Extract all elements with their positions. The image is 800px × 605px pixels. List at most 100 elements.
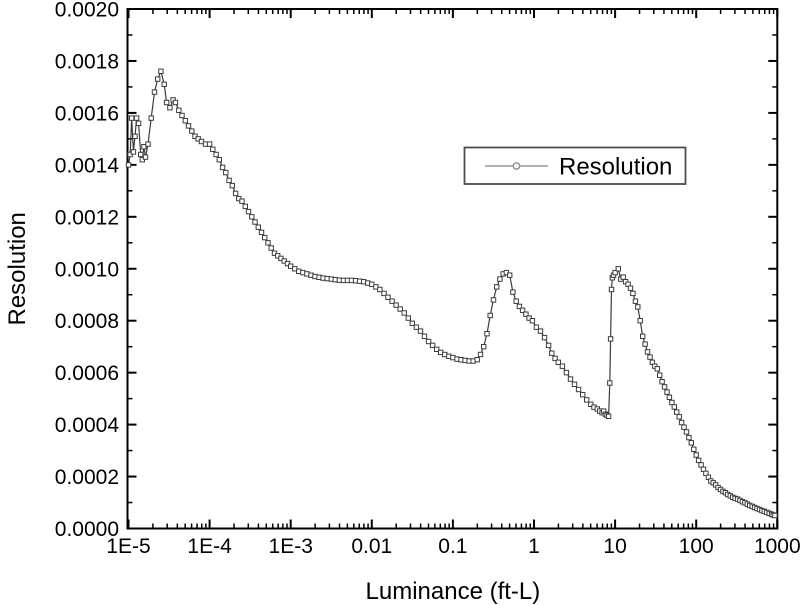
data-point-marker (167, 105, 173, 111)
data-point-marker (659, 379, 665, 385)
data-point-marker (691, 446, 697, 453)
x-tick-label: 1E-3 (269, 535, 313, 558)
data-point-marker (669, 399, 675, 406)
data-point-marker (632, 298, 639, 304)
data-point-marker (176, 107, 182, 113)
data-point-marker (666, 394, 673, 401)
data-point-marker (182, 118, 189, 124)
data-point-marker (674, 409, 680, 415)
plot-frame (126, 8, 779, 530)
x-tick-label: 1E-5 (106, 535, 150, 558)
data-point-marker (206, 141, 213, 147)
legend: Resolution (463, 146, 687, 185)
data-point-marker (533, 324, 540, 330)
curve-line (127, 69, 776, 517)
data-point-marker (608, 286, 615, 293)
y-tick-label: 0.0004 (55, 414, 120, 437)
data-point-marker (678, 419, 685, 426)
data-point-marker (567, 376, 574, 382)
data-point-marker (393, 302, 399, 308)
data-point-marker (637, 318, 643, 324)
data-point-marker (258, 229, 265, 236)
data-point-marker (494, 284, 500, 290)
y-tick-label: 0.0020 (55, 0, 119, 22)
data-point-marker (213, 151, 219, 158)
data-point-marker (549, 350, 555, 356)
data-point-marker (559, 363, 566, 369)
data-point-marker (642, 341, 648, 347)
data-point-marker (490, 297, 497, 303)
data-point-marker (671, 404, 677, 410)
data-point-marker (223, 169, 229, 176)
data-point-marker (142, 154, 149, 160)
data-point-marker (434, 346, 440, 353)
y-tick-label: 0.0018 (55, 51, 119, 74)
data-point-marker (161, 81, 167, 87)
data-point-marker (541, 334, 548, 341)
data-point-marker (772, 512, 778, 519)
data-point-marker (563, 369, 570, 376)
data-point-marker (607, 380, 613, 386)
data-point-marker (654, 366, 660, 372)
data-point-marker (229, 182, 236, 189)
legend-marker-icon (512, 162, 521, 170)
data-point-marker (226, 177, 232, 184)
data-point-marker (477, 351, 484, 358)
data-point-marker (513, 298, 519, 304)
data-point-marker (580, 392, 586, 398)
data-point-marker (644, 349, 651, 355)
y-tick-label: 0.0014 (55, 154, 120, 177)
data-point-marker (262, 234, 268, 241)
data-point-marker (151, 89, 158, 95)
y-tick-label: 0.0006 (55, 362, 119, 385)
data-point-marker (698, 462, 704, 468)
data-point-marker (537, 328, 544, 334)
data-point-marker (132, 133, 138, 140)
data-point-marker (232, 190, 239, 197)
data-point-marker (552, 355, 558, 362)
data-point-marker (681, 424, 687, 430)
data-point-marker (688, 440, 694, 446)
y-tick-label: 0.0012 (55, 206, 119, 229)
x-axis-tick-labels: 1E-5 1E-4 1E-3 0.01 0.1 1 10 100 1000 (106, 535, 800, 558)
y-tick-label: 0.0008 (55, 310, 119, 333)
data-point-marker (612, 269, 618, 276)
data-point-marker (484, 331, 490, 337)
y-tick-label: 0.0016 (55, 102, 119, 125)
data-point-marker (148, 115, 154, 121)
data-point-marker (163, 99, 170, 106)
x-tick-label: 1E-4 (187, 535, 232, 558)
y-tick-label: 0.0010 (55, 258, 119, 281)
data-point-marker (630, 290, 636, 297)
data-point-marker (125, 162, 132, 168)
data-point-marker (605, 413, 612, 420)
data-point-marker (389, 298, 395, 304)
resolution-curve (125, 68, 778, 519)
data-point-marker (219, 164, 226, 171)
data-point-marker (615, 266, 621, 272)
data-point-marker (620, 274, 626, 280)
data-point-marker (421, 333, 428, 340)
data-point-marker (481, 344, 487, 350)
data-point-marker (571, 381, 578, 388)
data-point-marker (145, 141, 151, 147)
data-point-marker (647, 354, 653, 360)
data-point-marker (249, 214, 255, 220)
data-point-marker (516, 303, 523, 310)
data-point-marker (683, 429, 690, 435)
data-point-marker (640, 333, 646, 340)
y-axis-title: Resolution (4, 212, 31, 325)
data-point-marker (265, 240, 271, 246)
data-point-marker (555, 359, 561, 366)
data-point-marker (429, 342, 436, 349)
y-tick-label: 0.0002 (55, 466, 119, 489)
data-point-marker (189, 128, 195, 134)
data-point-marker (519, 307, 526, 314)
data-point-marker (172, 99, 179, 106)
data-point-marker (210, 146, 216, 153)
data-point-marker (242, 203, 249, 210)
legend-label: Resolution (559, 154, 672, 181)
data-point-marker (252, 219, 258, 225)
x-tick-label: 1 (528, 535, 540, 558)
data-point-marker (497, 276, 503, 282)
